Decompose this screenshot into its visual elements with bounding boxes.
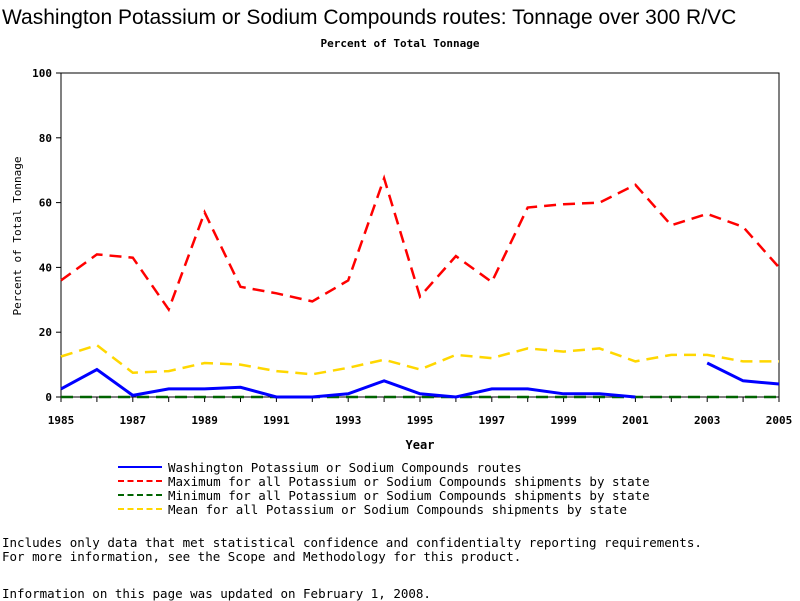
y-tick-label: 20: [39, 326, 52, 339]
legend-swatch-red: [118, 480, 162, 482]
series-line-1: [706, 361, 780, 386]
x-tick-label: 2005: [766, 414, 793, 427]
series-line-4: [60, 343, 779, 376]
x-tick-label: 1993: [335, 414, 362, 427]
y-tick-label: 80: [39, 132, 52, 145]
x-tick-label: 2003: [694, 414, 721, 427]
x-tick-label: 1991: [263, 414, 290, 427]
footnotes: Includes only data that met statistical …: [2, 536, 702, 564]
legend-item: Mean for all Potassium or Sodium Compoun…: [118, 501, 650, 517]
legend-label: Minimum for all Potassium or Sodium Comp…: [168, 487, 650, 503]
legend-swatch-yellow: [118, 508, 162, 510]
x-tick-label: 1985: [48, 414, 75, 427]
legend-swatch-green: [118, 494, 162, 496]
x-tick-label: 1989: [191, 414, 218, 427]
y-tick-label: 100: [32, 67, 52, 80]
axes: 0 20 40 60 80 100 1985 1987 1989 1991 1993 1995 1997…: [32, 67, 792, 427]
y-tick-label: 60: [39, 197, 52, 210]
x-tick-label: 1987: [120, 414, 147, 427]
footnote-line: Includes only data that met statistical …: [2, 535, 702, 550]
legend-item: Minimum for all Potassium or Sodium Comp…: [118, 487, 650, 503]
series-line-2: [60, 174, 780, 313]
legend-label: Mean for all Potassium or Sodium Compoun…: [168, 501, 628, 517]
y-tick-label: 0: [45, 391, 52, 404]
legend-label: Washington Potassium or Sodium Compounds…: [168, 459, 522, 475]
legend-item: Maximum for all Potassium or Sodium Comp…: [118, 473, 650, 489]
x-tick-label: 1995: [407, 414, 434, 427]
chart-title: Washington Potassium or Sodium Compounds…: [2, 6, 737, 29]
legend: Washington Potassium or Sodium Compounds…: [118, 459, 650, 517]
y-axis-label: Percent of Total Tonnage: [11, 157, 24, 316]
updated-note: Information on this page was updated on …: [2, 586, 431, 601]
x-tick-label: 1999: [550, 414, 577, 427]
legend-item: Washington Potassium or Sodium Compounds…: [118, 459, 650, 475]
footnote-line: For more information, see the Scope and …: [2, 549, 522, 564]
x-tick-label: 2001: [622, 414, 649, 427]
legend-swatch-blue: [118, 466, 162, 468]
x-axis-label: Year: [406, 438, 435, 452]
y-tick-label: 40: [39, 261, 52, 274]
legend-label: Maximum for all Potassium or Sodium Comp…: [168, 473, 650, 489]
series-layer: [60, 174, 780, 399]
line-chart: 0 20 40 60 80 100 1985 1987 1989 1991 1993 1995 1997…: [11, 67, 792, 452]
chart-subtitle: Percent of Total Tonnage: [320, 37, 480, 50]
x-tick-label: 1997: [479, 414, 506, 427]
series-line-1: [60, 367, 636, 399]
plot-frame: [60, 72, 780, 398]
